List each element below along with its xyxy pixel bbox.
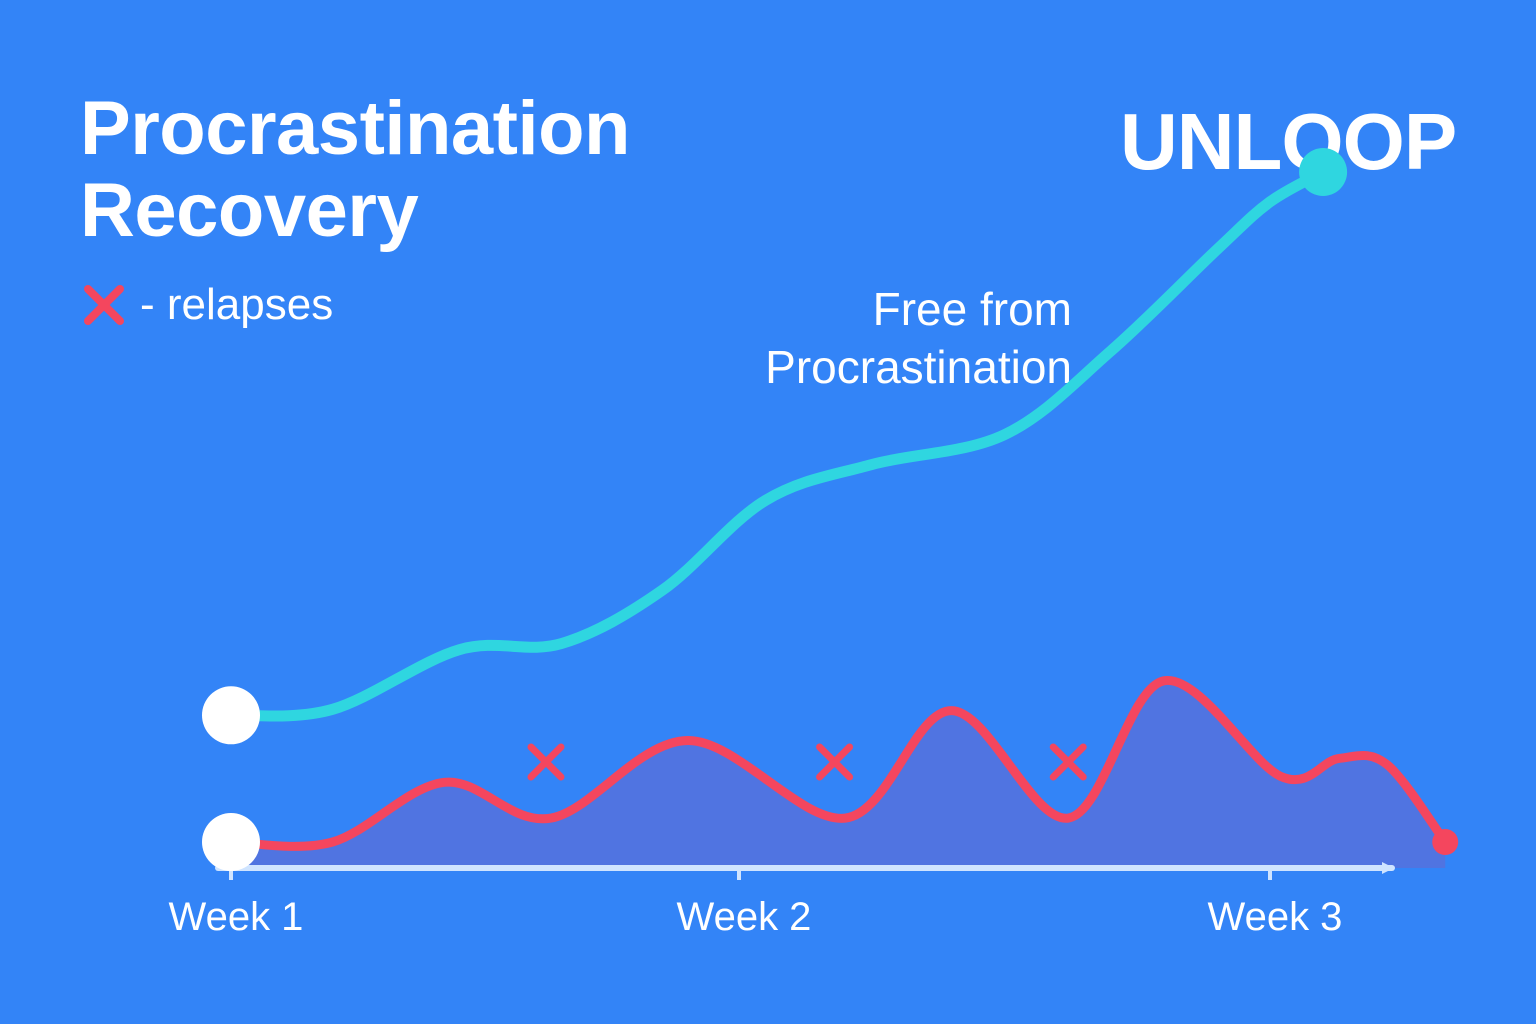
relapse-start-point	[202, 813, 260, 871]
annotation-line-1: Free from	[872, 283, 1072, 335]
relapse-end-point	[1432, 829, 1459, 855]
title-line-1: Procrastination	[80, 86, 630, 171]
recovery-end-point	[1299, 148, 1348, 196]
relapse-area	[231, 680, 1446, 868]
relapse-marker-stroke	[816, 743, 854, 781]
brand-logo: UNLOOP	[1120, 97, 1457, 186]
goal-annotation: Free from Procrastination	[700, 280, 1072, 396]
relapse-marker-stroke	[527, 743, 565, 781]
relapse-marker	[527, 743, 565, 781]
legend-label: - relapses	[140, 280, 334, 329]
relapse-marker	[816, 743, 854, 781]
legend: - relapses	[82, 280, 333, 330]
relapse-marker	[1049, 743, 1087, 781]
annotation-line-2: Procrastination	[765, 341, 1072, 393]
x-tick-label: Week 1	[169, 895, 304, 939]
x-axis-arrow	[1382, 862, 1394, 874]
chart-title: Procrastination Recovery	[80, 88, 630, 252]
title-line-2: Recovery	[80, 168, 419, 253]
x-tick-label: Week 2	[677, 895, 812, 939]
relapse-series-line	[226, 676, 1450, 851]
recovery-series-line	[225, 166, 1329, 722]
relapse-marker-stroke	[1049, 743, 1087, 781]
recovery-start-point	[202, 686, 260, 745]
x-mark-icon	[84, 285, 124, 325]
x-tick-label: Week 3	[1208, 895, 1343, 939]
